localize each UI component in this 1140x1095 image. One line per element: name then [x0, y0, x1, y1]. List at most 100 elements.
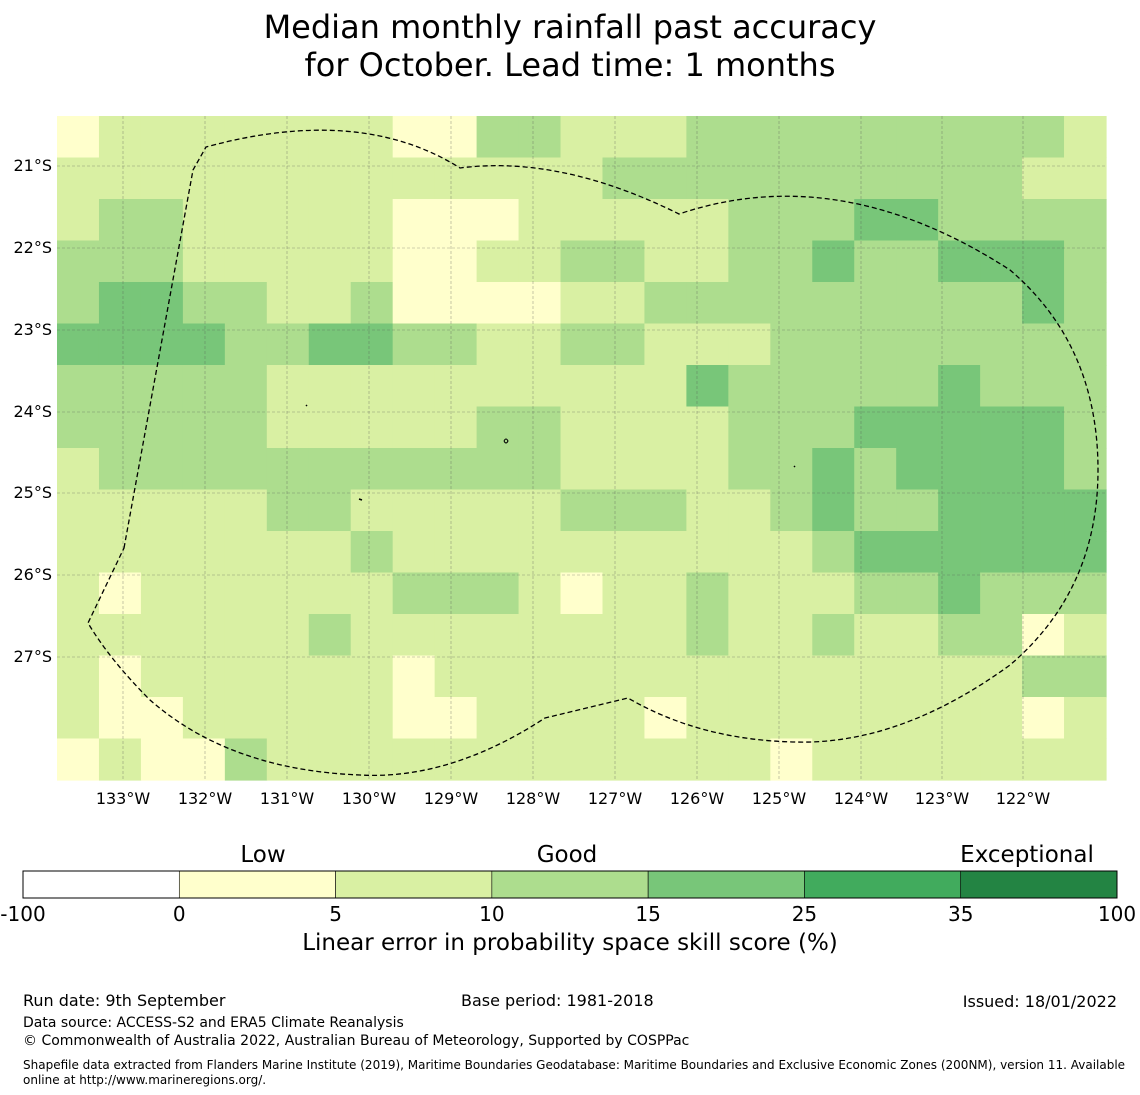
grid-cell	[728, 738, 771, 781]
grid-cell	[896, 448, 939, 491]
grid-cell	[686, 323, 729, 366]
grid-cell	[980, 614, 1023, 657]
grid-cell	[224, 738, 268, 781]
grid-cell	[896, 655, 939, 698]
grid-cell	[938, 282, 981, 325]
grid-cell	[644, 655, 687, 698]
grid-cell	[392, 655, 436, 698]
grid-cell	[854, 572, 897, 615]
grid-cell	[392, 282, 436, 325]
grid-cell	[644, 240, 687, 283]
grid-cell	[392, 697, 436, 740]
grid-cell	[140, 323, 184, 366]
grid-cell	[518, 489, 562, 532]
grid-cell	[812, 157, 855, 200]
grid-cell	[602, 572, 646, 615]
grid-cell	[434, 655, 478, 698]
graticule	[57, 116, 1106, 780]
grid-cell	[896, 199, 939, 242]
grid-cell	[350, 697, 394, 740]
colorbar-bin	[647, 870, 805, 899]
colorbar-tick-label: 35	[947, 902, 974, 926]
grid-cell	[602, 323, 646, 366]
grid-cell	[854, 448, 897, 491]
grid-cell	[57, 240, 100, 283]
grid-cell	[644, 365, 687, 408]
grid-cell	[728, 448, 771, 491]
grid-cell	[560, 448, 604, 491]
lat-label: 25°S	[13, 483, 52, 502]
grid-cell	[644, 406, 687, 449]
grid-cell	[392, 531, 436, 574]
grid-cell	[140, 697, 184, 740]
colorbar-category-label: Exceptional	[960, 842, 1094, 868]
grid-cell	[476, 365, 520, 408]
grid-cell	[308, 738, 352, 781]
grid-cell	[728, 655, 771, 698]
grid-cell	[308, 240, 352, 283]
title-line-1: Median monthly rainfall past accuracy	[263, 8, 877, 46]
grid-cell	[644, 157, 687, 200]
grid-cell	[182, 738, 226, 781]
grid-cell	[812, 240, 855, 283]
grid-cell	[1022, 614, 1065, 657]
grid-cells	[57, 116, 1107, 781]
grid-cell	[602, 365, 646, 408]
grid-cell	[476, 240, 520, 283]
grid-cell	[602, 157, 646, 200]
grid-cell	[770, 489, 813, 532]
grid-cell	[1022, 157, 1065, 200]
lon-label: 133°W	[95, 789, 151, 808]
grid-cell	[896, 614, 939, 657]
grid-cell	[98, 655, 142, 698]
grid-cell	[476, 448, 520, 491]
grid-cell	[644, 531, 687, 574]
colorbar-tick-label: 10	[479, 902, 505, 926]
grid-cell	[854, 738, 897, 781]
grid-cell	[140, 116, 184, 159]
grid-cell	[476, 199, 520, 242]
grid-cell	[224, 199, 268, 242]
grid-cell	[518, 199, 562, 242]
grid-cell	[518, 614, 562, 657]
grid-cell	[770, 240, 813, 283]
grid-cell	[350, 282, 394, 325]
grid-cell	[728, 697, 771, 740]
grid-cell	[57, 655, 100, 698]
grid-cell	[308, 572, 352, 615]
grid-cell	[224, 157, 268, 200]
grid-cell	[560, 738, 604, 781]
grid-cell	[854, 365, 897, 408]
grid-cell	[980, 365, 1023, 408]
grid-cell	[266, 406, 310, 449]
grid-cell	[812, 697, 855, 740]
grid-cell	[602, 199, 646, 242]
grid-cell	[98, 365, 142, 408]
grid-cell	[1064, 572, 1107, 615]
grid-cell	[98, 240, 142, 283]
grid-cell	[182, 365, 226, 408]
colorbar-frame	[22, 870, 1118, 899]
grid-cell	[770, 199, 813, 242]
colorbar-bin	[960, 870, 1118, 899]
grid-cell	[350, 572, 394, 615]
grid-cell	[518, 282, 562, 325]
grid-cell	[308, 365, 352, 408]
grid-cell	[770, 282, 813, 325]
grid-cell	[644, 448, 687, 491]
grid-cell	[57, 365, 100, 408]
grid-cell	[980, 406, 1023, 449]
grid-cell	[602, 448, 646, 491]
grid-cell	[644, 489, 687, 532]
grid-cell	[812, 655, 855, 698]
grid-cell	[602, 655, 646, 698]
grid-cell	[224, 614, 268, 657]
grid-cell	[602, 282, 646, 325]
grid-cell	[602, 531, 646, 574]
grid-cell	[392, 323, 436, 366]
grid-cell	[518, 240, 562, 283]
grid-cell	[57, 738, 100, 781]
grid-cell	[434, 406, 478, 449]
grid-cell	[392, 448, 436, 491]
